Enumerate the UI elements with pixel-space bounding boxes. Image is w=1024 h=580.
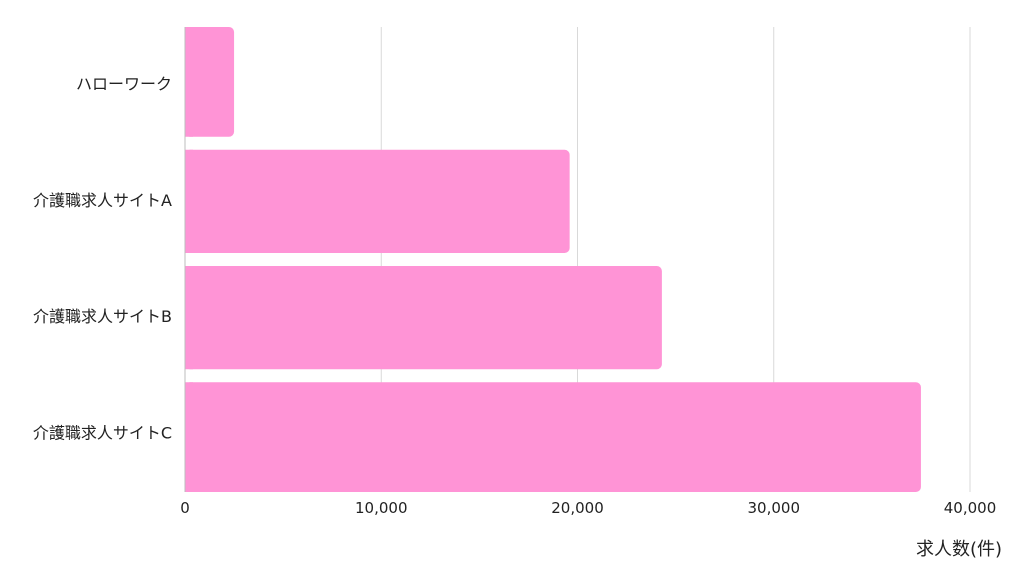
bar-0 (185, 27, 235, 137)
bar-2-base (185, 266, 193, 370)
bar-3-base (185, 382, 193, 492)
x-axis-title: 求人数(件) (916, 539, 1002, 560)
category-label-1: 介護職求人サイトA (33, 191, 172, 210)
bar-1 (185, 149, 570, 253)
category-label-0: ハローワーク (76, 75, 172, 94)
bar-0-base (185, 27, 193, 137)
bars (185, 27, 921, 492)
x-tick-label-2: 20,000 (551, 499, 604, 517)
bar-2 (185, 266, 662, 370)
x-tick-label-1: 10,000 (355, 499, 408, 517)
category-label-2: 介護職求人サイトB (33, 307, 172, 326)
x-tick-label-3: 30,000 (748, 499, 801, 517)
bar-1-base (185, 149, 193, 253)
x-tick-label-0: 0 (180, 499, 190, 517)
x-tick-label-4: 40,000 (944, 499, 997, 517)
category-label-3: 介護職求人サイトC (33, 423, 172, 442)
bar-3 (185, 382, 921, 492)
